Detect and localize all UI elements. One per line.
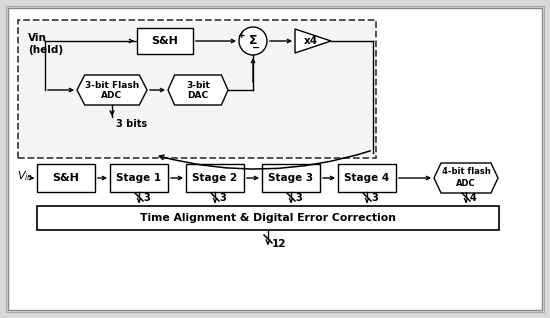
Text: Σ: Σ — [249, 34, 257, 47]
Text: 4: 4 — [470, 193, 477, 203]
Text: 3: 3 — [295, 193, 302, 203]
Bar — [18, 20, 376, 158]
Text: $\mathit{V}_{in}$: $\mathit{V}_{in}$ — [17, 169, 33, 183]
Text: Stage 3: Stage 3 — [268, 173, 313, 183]
Bar — [37, 206, 499, 230]
Text: Stage 4: Stage 4 — [344, 173, 389, 183]
Polygon shape — [168, 75, 228, 105]
Text: +: + — [238, 31, 246, 39]
Bar — [186, 164, 244, 192]
Text: x4: x4 — [304, 36, 318, 46]
Text: 4-bit flash: 4-bit flash — [442, 168, 491, 176]
Circle shape — [239, 27, 267, 55]
Text: Vin
(held): Vin (held) — [28, 33, 63, 55]
Bar — [137, 28, 193, 54]
Text: 12: 12 — [272, 239, 287, 249]
Text: Stage 1: Stage 1 — [117, 173, 162, 183]
Text: DAC: DAC — [188, 92, 208, 100]
Polygon shape — [77, 75, 147, 105]
Text: −: − — [252, 43, 260, 53]
Bar — [338, 164, 396, 192]
Text: 3: 3 — [143, 193, 150, 203]
Text: ADC: ADC — [456, 179, 476, 189]
Text: Time Alignment & Digital Error Correction: Time Alignment & Digital Error Correctio… — [140, 213, 396, 223]
Bar — [37, 164, 95, 192]
Bar — [262, 164, 320, 192]
Bar — [110, 164, 168, 192]
Text: 3 bits: 3 bits — [116, 119, 147, 129]
Text: S&H: S&H — [53, 173, 79, 183]
Text: ADC: ADC — [101, 92, 123, 100]
Text: 3: 3 — [219, 193, 225, 203]
Polygon shape — [295, 29, 331, 53]
Text: 3-bit: 3-bit — [186, 80, 210, 89]
Polygon shape — [434, 163, 498, 193]
Text: 3: 3 — [371, 193, 378, 203]
Text: 3-bit Flash: 3-bit Flash — [85, 80, 139, 89]
Text: Stage 2: Stage 2 — [192, 173, 238, 183]
Text: S&H: S&H — [152, 36, 178, 46]
